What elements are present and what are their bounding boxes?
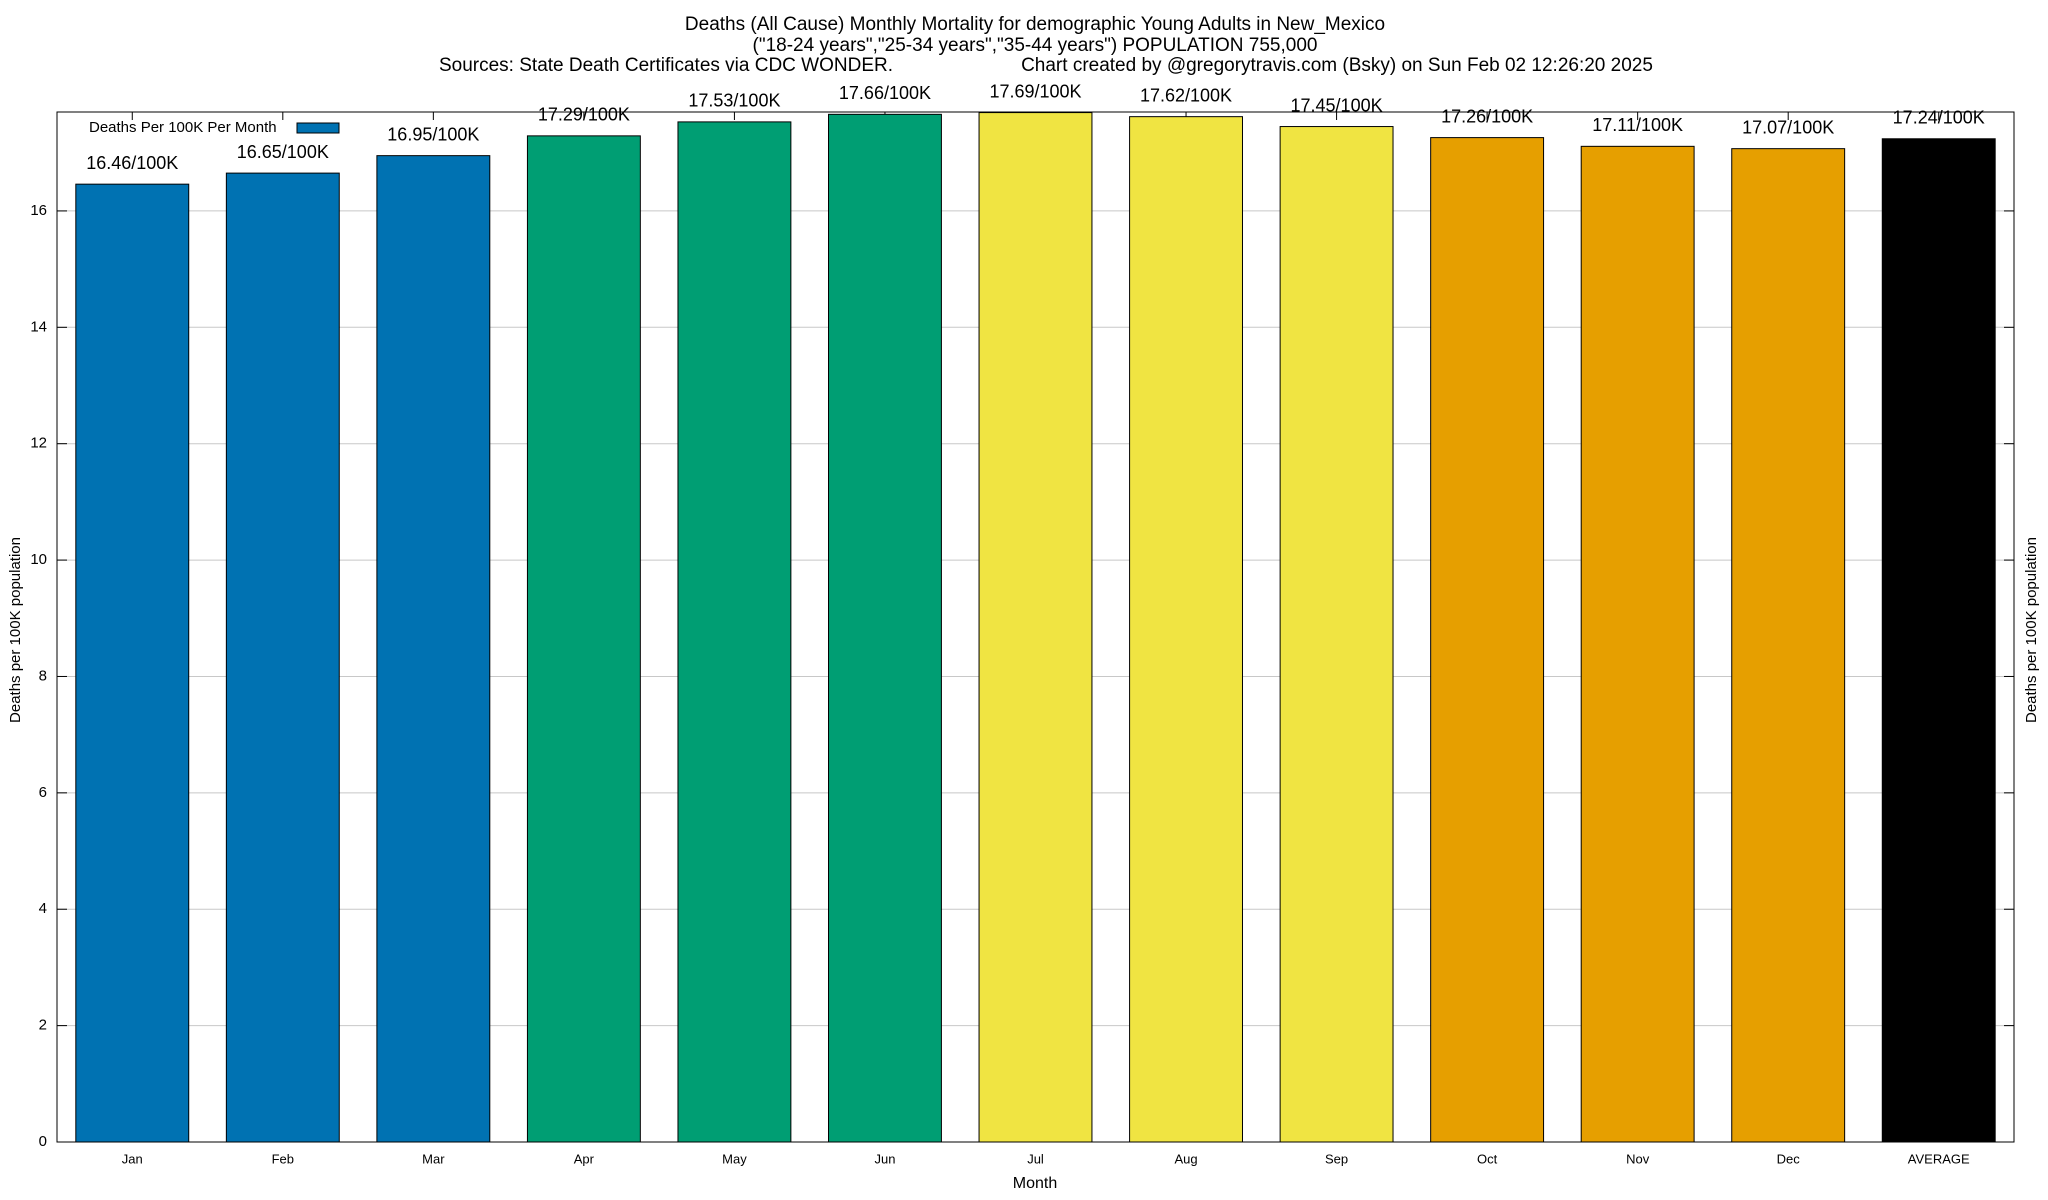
chart-title: Deaths (All Cause) Monthly Mortality for… [685, 14, 1385, 35]
value-label: 16.95/100K [387, 124, 479, 144]
y-tick-label: 14 [30, 318, 47, 335]
bar [1731, 148, 1846, 1143]
value-label: 17.11/100K [1592, 115, 1683, 135]
bar [1129, 116, 1243, 1143]
bar [376, 155, 491, 1143]
y-tick-label: 12 [30, 435, 47, 452]
x-tick-label: Sep [1325, 1151, 1348, 1166]
value-label: 17.29/100K [538, 105, 630, 125]
chart-source: Sources: State Death Certificates via CD… [439, 55, 893, 76]
x-tick-label: Jun [874, 1151, 895, 1166]
bar [75, 183, 190, 1143]
x-tick-label: Apr [574, 1151, 595, 1166]
value-label: 16.46/100K [86, 153, 178, 173]
x-tick-label: Dec [1777, 1151, 1801, 1166]
legend-label: Deaths Per 100K Per Month [89, 119, 277, 136]
x-tick-label: Mar [422, 1151, 445, 1166]
x-tick-label: AVERAGE [1908, 1151, 1970, 1166]
value-label: 17.66/100K [839, 83, 931, 103]
bar [1430, 137, 1545, 1143]
value-label: 17.53/100K [688, 91, 780, 111]
x-axis-label: Month [1013, 1175, 1057, 1192]
plot-frame [56, 111, 2015, 1143]
chart-credit: Chart created by @gregorytravis.com (Bsk… [1021, 55, 1653, 76]
value-label: 17.62/100K [1140, 85, 1232, 105]
value-label: 17.07/100K [1742, 117, 1834, 137]
x-tick-label: May [722, 1151, 747, 1166]
y-tick-label: 10 [30, 551, 47, 568]
value-label: 17.45/100K [1291, 95, 1383, 115]
x-tick-label: Jul [1027, 1151, 1044, 1166]
bar [1881, 138, 1996, 1143]
x-tick-label: Aug [1174, 1151, 1197, 1166]
value-label: 16.65/100K [237, 142, 329, 162]
value-label: 17.69/100K [989, 81, 1081, 101]
bar [526, 135, 641, 1143]
bar [677, 121, 792, 1143]
value-label: 17.26/100K [1441, 106, 1533, 126]
y-axis-label: Deaths per 100K population [7, 537, 24, 723]
x-tick-label: Nov [1626, 1151, 1650, 1166]
y-tick-label: 2 [39, 1017, 47, 1034]
value-label: 17.24/100K [1893, 108, 1985, 128]
legend-swatch [296, 122, 340, 134]
bar [1279, 126, 1394, 1143]
bar [225, 172, 340, 1143]
bar [828, 113, 942, 1143]
y-tick-label: 4 [39, 900, 47, 917]
y-tick-label: 16 [30, 202, 47, 219]
chart-subtitle: ("18-24 years","25-34 years","35-44 year… [753, 35, 1318, 56]
y-tick-label: 6 [39, 784, 47, 801]
bar [978, 112, 1093, 1143]
x-tick-label: Oct [1477, 1151, 1498, 1166]
y2-axis-label: Deaths per 100K population [2023, 537, 2040, 723]
y-tick-label: 8 [39, 667, 47, 684]
bar [1580, 145, 1695, 1143]
y-tick-label: 0 [39, 1133, 47, 1150]
x-tick-label: Feb [272, 1151, 294, 1166]
x-tick-label: Jan [122, 1151, 143, 1166]
